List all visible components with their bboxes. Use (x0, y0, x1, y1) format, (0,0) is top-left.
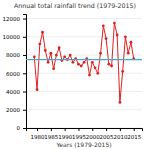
rainfall-point (58, 46, 61, 49)
rainfall-point (119, 101, 122, 104)
rainfall-point (94, 66, 97, 69)
x-tick-mark (134, 128, 135, 131)
x-tick-mark (51, 128, 52, 131)
y-tick-label: 6000 (6, 71, 20, 77)
x-tick: 2015 (127, 128, 141, 140)
y-tick-label: 0 (17, 125, 21, 131)
x-tick-label: 1980 (31, 134, 45, 140)
x-tick-label: 1990 (58, 134, 72, 140)
x-tick-mark (37, 128, 38, 131)
x-tick: 2000 (86, 128, 100, 140)
y-tick: 4000 (6, 89, 26, 95)
rainfall-point (36, 88, 39, 91)
grid-line (26, 18, 142, 19)
x-tick: 1985 (44, 128, 58, 140)
y-tick-mark (23, 128, 26, 129)
x-tick-label: 2005 (100, 134, 114, 140)
rainfall-point (107, 63, 110, 66)
y-tick: 2000 (6, 107, 26, 113)
rainfall-point (105, 37, 108, 40)
x-tick: 1995 (72, 128, 86, 140)
y-tick: 0 (17, 125, 27, 131)
grid-line (26, 109, 142, 110)
y-tick-label: 10000 (3, 34, 21, 40)
rainfall-point (80, 65, 83, 68)
normal-line (26, 59, 142, 60)
rainfall-point (52, 67, 55, 70)
chart-container: 1980198519901995200020052010201502000400… (0, 0, 150, 150)
rainfall-point (33, 55, 36, 58)
x-tick: 2005 (100, 128, 114, 140)
x-tick: 1990 (58, 128, 72, 140)
x-tick-mark (106, 128, 107, 131)
y-tick-mark (23, 92, 26, 93)
chart-title: Annual total rainfall trend (1979-2015) (14, 2, 136, 9)
y-tick: 8000 (6, 52, 26, 58)
y-tick-mark (23, 55, 26, 56)
rainfall-point (38, 43, 41, 46)
rainfall-point (91, 61, 94, 64)
y-tick: 12000 (3, 16, 27, 22)
x-tick-label: 1995 (72, 134, 86, 140)
y-tick-mark (23, 37, 26, 38)
rainfall-point (127, 52, 130, 55)
y-tick-label: 2000 (6, 107, 20, 113)
x-tick-label: 2010 (113, 134, 127, 140)
y-tick-mark (23, 19, 26, 20)
grid-line (26, 91, 142, 92)
y-tick-mark (23, 73, 26, 74)
x-tick-mark (65, 128, 66, 131)
grid-line (26, 55, 142, 56)
rainfall-point (102, 24, 105, 27)
x-tick-mark (78, 128, 79, 131)
rainfall-point (55, 54, 58, 57)
rainfall-point (121, 70, 124, 73)
x-tick: 2010 (113, 128, 127, 140)
grid (26, 19, 142, 128)
rainfall-point (116, 34, 119, 37)
y-tick-label: 4000 (6, 89, 20, 95)
rainfall-point (72, 61, 75, 64)
rainfall-point (77, 63, 80, 66)
y-axis-line (23, 15, 27, 129)
x-tick: 1980 (31, 128, 45, 140)
rainfall-point (83, 61, 86, 64)
y-tick-mark (23, 110, 26, 111)
rainfall-point (88, 74, 91, 77)
rainfall-point (110, 65, 113, 68)
y-tick-label: 8000 (6, 52, 20, 58)
x-axis: 19801985199019952000200520102015 (27, 128, 143, 140)
rainfall-point (96, 72, 99, 75)
y-tick-label: 12000 (3, 16, 21, 22)
marks (26, 22, 142, 104)
rainfall-point (124, 35, 127, 38)
x-axis-line (27, 129, 143, 132)
rainfall-point (63, 55, 66, 58)
chart-svg: 1980198519901995200020052010201502000400… (0, 0, 150, 150)
x-tick-label: 2015 (127, 134, 141, 140)
rainfall-point (69, 54, 72, 57)
x-tick-label: 2000 (86, 134, 100, 140)
rainfall-point (99, 52, 102, 55)
y-tick: 6000 (6, 71, 26, 77)
x-axis-title: Years (1979-2015) (55, 141, 111, 148)
x-tick-mark (120, 128, 121, 131)
grid-line (26, 73, 142, 74)
plot-area: 1980198519901995200020052010201502000400… (3, 15, 143, 140)
rainfall-point (113, 22, 116, 25)
rainfall-point (41, 31, 44, 34)
y-tick: 10000 (3, 34, 27, 40)
y-axis: 0 2000 4000 6000 8000 10000 12000 (3, 15, 27, 132)
rainfall-line (34, 23, 133, 102)
rainfall-point (44, 49, 47, 52)
x-tick-label: 1985 (44, 134, 58, 140)
rainfall-point (47, 61, 50, 64)
x-tick-mark (92, 128, 93, 131)
rainfall-point (130, 41, 133, 44)
rainfall-point (49, 52, 52, 55)
